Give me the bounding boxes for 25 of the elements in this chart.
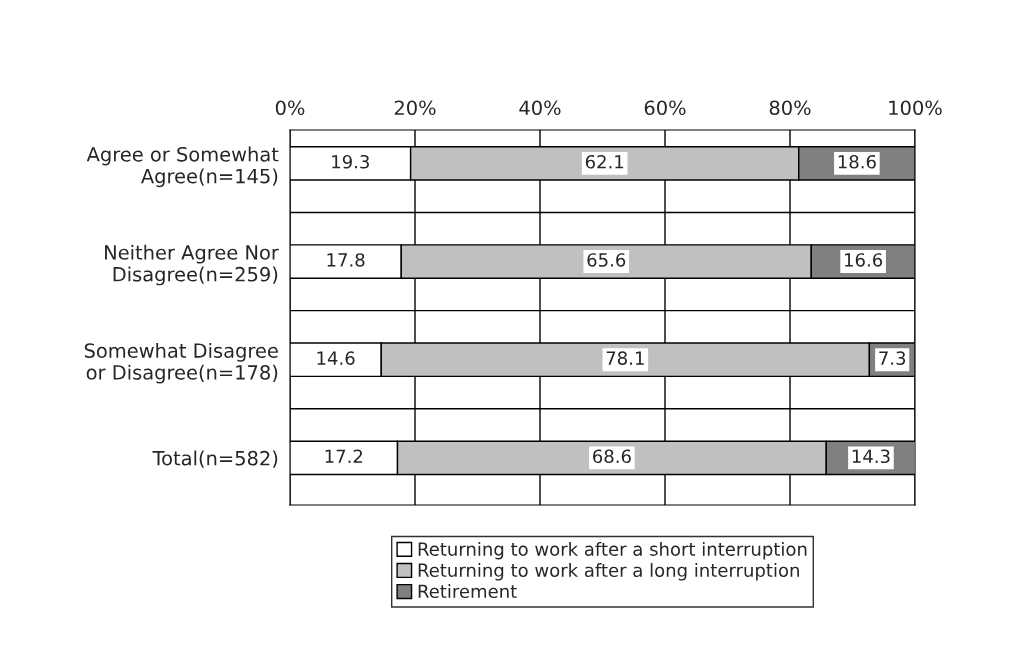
data-label: 19.3 bbox=[332, 154, 369, 169]
data-label: 14.3 bbox=[852, 449, 890, 464]
data-label: 14.6 bbox=[317, 351, 355, 365]
legend-label: Retirement bbox=[418, 584, 517, 599]
x-tick-label: 60% bbox=[644, 100, 686, 116]
data-label: 65.6 bbox=[587, 253, 626, 267]
data-label: 7.3 bbox=[879, 351, 906, 365]
data-label: 78.1 bbox=[606, 351, 644, 365]
x-tick-label: 40% bbox=[519, 100, 561, 116]
data-label: 17.2 bbox=[325, 449, 363, 463]
x-tick-label: 20% bbox=[394, 100, 436, 116]
data-label: 18.6 bbox=[838, 154, 876, 169]
data-label: 17.8 bbox=[327, 253, 365, 267]
legend-label: Returning to work after a long interruption bbox=[418, 563, 799, 581]
y-tick-label: Agree or Somewhat Agree(n=145) bbox=[86, 146, 279, 188]
y-tick-label: Neither Agree Nor Disagree(n=259) bbox=[105, 244, 279, 286]
data-label: 62.1 bbox=[585, 154, 624, 169]
x-tick-label: 80% bbox=[769, 100, 811, 116]
legend-label: Returning to work after a short interruption bbox=[418, 541, 807, 560]
x-tick-label: 100% bbox=[889, 100, 942, 116]
y-tick-label: Somewhat Disagree or Disagree(n=178) bbox=[84, 342, 278, 384]
data-label: 68.6 bbox=[593, 449, 631, 464]
x-tick-label: 0% bbox=[275, 100, 305, 116]
data-label: 16.6 bbox=[845, 253, 883, 267]
y-tick-label: Total(n=582) bbox=[152, 450, 278, 468]
